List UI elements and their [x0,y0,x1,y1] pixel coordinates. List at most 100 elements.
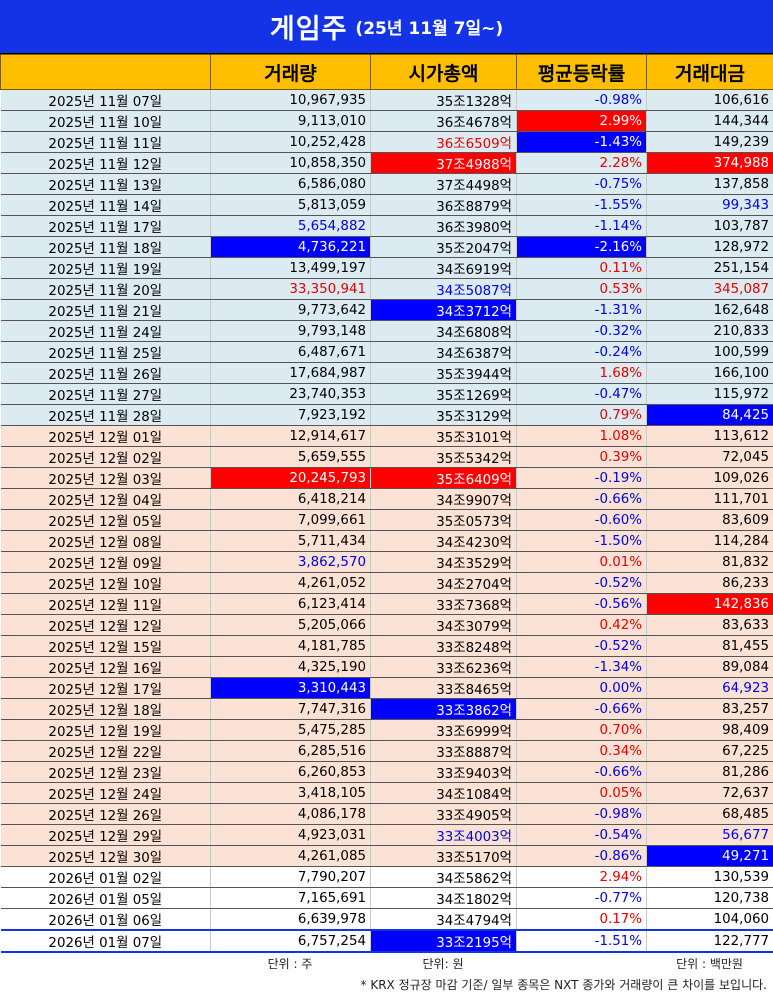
date-cell: 2026년 01월 07일 [1,930,211,952]
change-rate-cell: -0.56% [517,594,647,615]
date-cell: 2025년 12월 16일 [1,657,211,678]
market-cap-cell: 35조3944억 [371,363,517,384]
trade-amount-cell: 72,045 [647,447,773,468]
date-cell: 2025년 12월 08일 [1,531,211,552]
trade-amount-cell: 106,616 [647,90,773,111]
volume-cell: 5,654,882 [211,216,371,237]
trade-amount-cell: 56,677 [647,825,773,846]
market-cap-cell: 35조5342억 [371,447,517,468]
market-cap-cell: 34조3079억 [371,615,517,636]
volume-cell: 6,757,254 [211,930,371,952]
trade-amount-cell: 83,257 [647,699,773,720]
date-cell: 2025년 11월 11일 [1,132,211,153]
change-rate-cell: -0.66% [517,489,647,510]
volume-cell: 6,418,214 [211,489,371,510]
date-cell: 2025년 11월 28일 [1,405,211,426]
volume-cell: 4,325,190 [211,657,371,678]
market-cap-cell: 33조8465억 [371,678,517,699]
volume-cell: 17,684,987 [211,363,371,384]
trade-amount-cell: 81,286 [647,762,773,783]
trade-amount-cell: 49,271 [647,846,773,867]
trade-amount-cell: 89,084 [647,657,773,678]
date-cell: 2025년 12월 17일 [1,678,211,699]
market-cap-cell: 34조3529억 [371,552,517,573]
volume-cell: 12,914,617 [211,426,371,447]
change-rate-cell: 0.01% [517,552,647,573]
change-rate-cell: 2.94% [517,867,647,888]
volume-cell: 10,967,935 [211,90,371,111]
date-cell: 2025년 12월 29일 [1,825,211,846]
market-cap-cell: 33조8248억 [371,636,517,657]
date-cell: 2025년 11월 10일 [1,111,211,132]
trade-amount-cell: 98,409 [647,720,773,741]
volume-cell: 7,790,207 [211,867,371,888]
footnote: * KRX 정규장 마감 기준/ 일부 종목은 NXT 종가와 거래량이 큰 차… [0,973,773,995]
change-rate-cell: -0.24% [517,342,647,363]
volume-cell: 6,260,853 [211,762,371,783]
volume-cell: 20,245,793 [211,468,371,489]
change-rate-cell: -0.47% [517,384,647,405]
volume-cell: 7,747,316 [211,699,371,720]
volume-cell: 33,350,941 [211,279,371,300]
units-row: 단위 : 주 단위: 원 단위 : 백만원 [0,953,773,973]
trade-amount-cell: 130,539 [647,867,773,888]
trade-amount-cell: 81,832 [647,552,773,573]
date-cell: 2025년 12월 04일 [1,489,211,510]
date-cell: 2025년 12월 02일 [1,447,211,468]
volume-cell: 6,586,080 [211,174,371,195]
volume-cell: 5,205,066 [211,615,371,636]
trade-amount-cell: 64,923 [647,678,773,699]
market-cap-cell: 35조1269억 [371,384,517,405]
volume-cell: 7,099,661 [211,510,371,531]
volume-cell: 9,113,010 [211,111,371,132]
date-cell: 2025년 11월 24일 [1,321,211,342]
volume-cell: 6,285,516 [211,741,371,762]
unit-volume: 단위 : 주 [210,953,370,973]
header-volume: 거래량 [211,55,371,90]
market-cap-cell: 34조3712억 [371,300,517,321]
change-rate-cell: -0.98% [517,804,647,825]
change-rate-cell: 0.00% [517,678,647,699]
trade-amount-cell: 120,738 [647,888,773,909]
market-cap-cell: 34조4230억 [371,531,517,552]
volume-cell: 9,773,642 [211,300,371,321]
market-cap-cell: 33조5170억 [371,846,517,867]
volume-cell: 5,813,059 [211,195,371,216]
market-cap-cell: 35조1328억 [371,90,517,111]
trade-amount-cell: 104,060 [647,909,773,931]
date-cell: 2025년 12월 05일 [1,510,211,531]
trade-amount-cell: 122,777 [647,930,773,952]
trade-amount-cell: 149,239 [647,132,773,153]
unit-market-cap: 단위: 원 [370,953,516,973]
trade-amount-cell: 83,633 [647,615,773,636]
change-rate-cell: 1.08% [517,426,647,447]
trade-amount-cell: 100,599 [647,342,773,363]
change-rate-cell: 0.05% [517,783,647,804]
market-cap-cell: 37조4988억 [371,153,517,174]
date-cell: 2025년 12월 22일 [1,741,211,762]
change-rate-cell: -0.52% [517,573,647,594]
change-rate-cell: 0.11% [517,258,647,279]
trade-amount-cell: 86,233 [647,573,773,594]
change-rate-cell: -0.52% [517,636,647,657]
change-rate-cell: 0.17% [517,909,647,931]
header-date [1,55,211,90]
